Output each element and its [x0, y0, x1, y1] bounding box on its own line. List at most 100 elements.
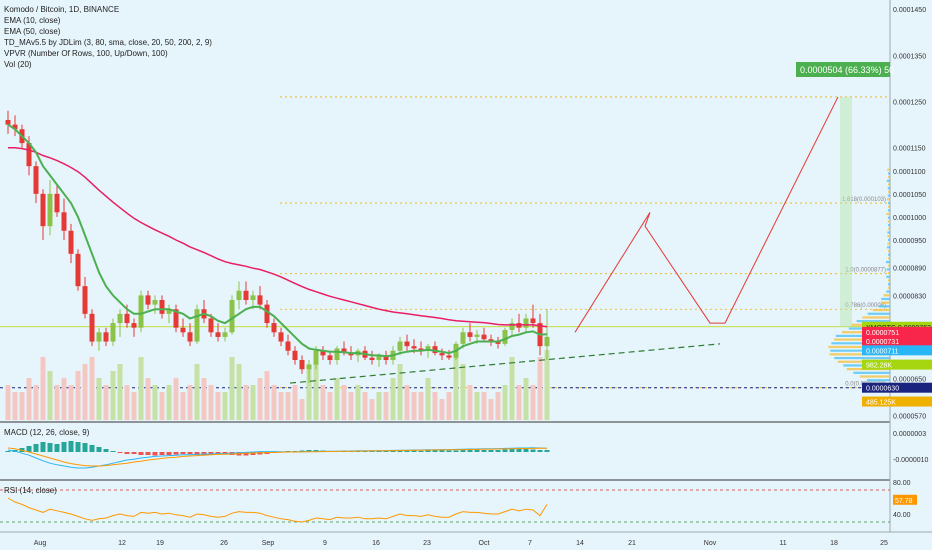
macd-hist-bar: [482, 450, 487, 452]
volume-bar: [209, 385, 214, 420]
candle-body: [41, 194, 46, 226]
candle-body: [6, 120, 11, 125]
vpvr-bar: [888, 239, 890, 241]
volume-bar: [139, 357, 144, 420]
volume-bar: [195, 364, 200, 420]
candle-body: [468, 332, 473, 337]
candle-body: [307, 365, 312, 370]
volume-bar: [412, 392, 417, 420]
vpvr-bar: [867, 379, 890, 381]
price-badge-text: 0.0000630: [866, 386, 899, 393]
macd-hist-bar: [69, 441, 74, 452]
volume-bar: [531, 385, 536, 420]
candle-body: [195, 309, 200, 341]
volume-bar: [356, 385, 361, 420]
volume-bar: [76, 371, 81, 420]
vpvr-bar: [879, 305, 890, 307]
volume-bar: [405, 385, 410, 420]
x-tick-label: Oct: [479, 540, 490, 547]
candle-body: [300, 360, 305, 369]
macd-hist-bar: [139, 452, 144, 455]
vpvr-bar: [888, 172, 890, 174]
volume-bar: [34, 385, 39, 420]
vpvr-bar: [887, 180, 890, 182]
vpvr-bar: [888, 202, 890, 204]
vpvr-bar: [884, 294, 890, 296]
macd-hist-bar: [510, 449, 515, 452]
price-badge-text: 0.0000711: [866, 348, 899, 355]
candle-body: [258, 295, 263, 304]
macd-hist-bar: [531, 450, 536, 453]
volume-bar: [279, 392, 284, 420]
volume-bar: [328, 392, 333, 420]
vpvr-bar: [873, 309, 890, 311]
volume-bar: [342, 385, 347, 420]
candle-body: [398, 342, 403, 351]
volume-bar: [251, 385, 256, 420]
candle-body: [440, 353, 445, 355]
volume-bar: [300, 399, 305, 420]
vpvr-bar: [887, 198, 890, 200]
volume-bar: [132, 392, 137, 420]
volume-bar: [55, 385, 60, 420]
candle-body: [328, 355, 333, 360]
y-tick-label: 0.0001450: [893, 7, 926, 14]
x-tick-label: 18: [830, 540, 838, 547]
volume-bar: [83, 364, 88, 420]
rsi-line: [8, 498, 547, 522]
vpvr-bar: [888, 209, 890, 211]
volume-bar: [230, 357, 235, 420]
candle-body: [69, 231, 74, 254]
x-tick-label: Nov: [704, 540, 717, 547]
candle-body: [209, 318, 214, 332]
volume-bar: [419, 392, 424, 420]
candle-body: [279, 332, 284, 341]
volume-bar: [293, 385, 298, 420]
vpvr-bar: [888, 183, 890, 185]
y-tick-label: 0.0001250: [893, 100, 926, 107]
vpvr-bar: [860, 375, 890, 377]
volume-bar: [48, 371, 53, 420]
candle-body: [125, 314, 130, 323]
vpvr-bar: [887, 231, 890, 233]
macd-hist-bar: [83, 443, 88, 452]
candle-body: [48, 194, 53, 226]
volume-bar: [181, 392, 186, 420]
candle-body: [132, 323, 137, 328]
candle-body: [272, 323, 277, 332]
volume-bar: [349, 392, 354, 420]
candle-body: [314, 351, 319, 365]
vpvr-bar: [868, 313, 890, 315]
candle-body: [510, 323, 515, 330]
volume-bar: [475, 392, 480, 420]
y-tick-label: 0.0001150: [893, 146, 926, 153]
vpvr-bar: [888, 279, 890, 281]
macd-hist-bar: [160, 452, 165, 455]
x-tick-label: 16: [372, 540, 380, 547]
volume-bar: [237, 364, 242, 420]
vpvr-bar: [834, 357, 890, 359]
candle-body: [447, 355, 452, 357]
y-tick-label: 0.0000950: [893, 238, 926, 245]
y-tick-label: 0.0001350: [893, 53, 926, 60]
rsi-axis-label: 57.78: [895, 498, 913, 505]
vpvr-bar: [888, 250, 890, 252]
vpvr-bar: [887, 246, 890, 248]
volume-bar: [160, 392, 165, 420]
volume-bar: [244, 385, 249, 420]
volume-bar: [174, 378, 179, 420]
vpvr-bar: [853, 372, 890, 374]
candle-body: [111, 323, 116, 341]
candle-body: [244, 291, 249, 300]
volume-bar: [41, 357, 46, 420]
macd-hist-bar: [447, 451, 452, 453]
volume-bar: [286, 392, 291, 420]
candle-body: [104, 332, 109, 341]
volume-bar: [377, 392, 382, 420]
candle-body: [335, 348, 340, 360]
vpvr-bar: [881, 298, 890, 300]
volume-bar: [503, 385, 508, 420]
macd-line: [8, 448, 547, 468]
